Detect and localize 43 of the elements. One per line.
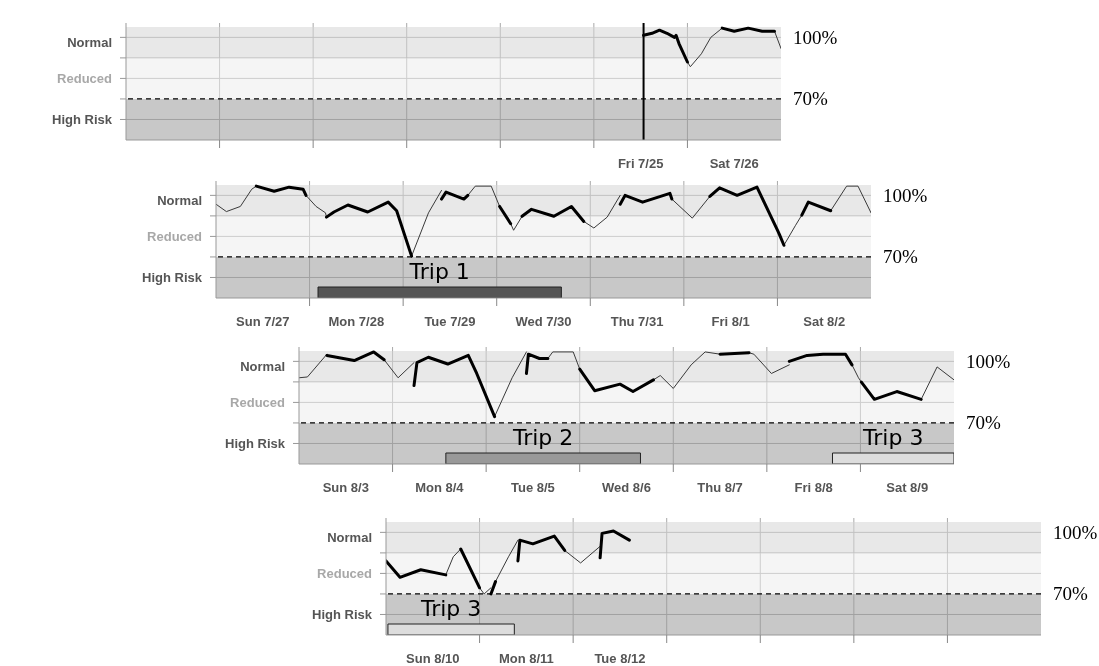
band-label: Normal	[157, 193, 202, 209]
x-tick-label: Sat 7/26	[709, 156, 759, 171]
y-tick-label: 100%	[1053, 521, 1098, 543]
x-tick-label: Mon 7/28	[328, 314, 385, 329]
y-tick-label: 70%	[1053, 583, 1088, 605]
band-label: High Risk	[312, 607, 373, 623]
y-tick-label: 100%	[793, 26, 838, 48]
band-label: Trip 3	[862, 425, 924, 450]
y-tick-label: 100%	[966, 350, 1011, 372]
x-tick-label: Fri 8/8	[794, 480, 833, 495]
band-label: Trip 2	[512, 425, 574, 450]
band-label: High Risk	[52, 112, 113, 128]
band-label: Reduced	[230, 395, 286, 411]
band-label: High Risk	[225, 436, 286, 452]
x-tick-label: Tue 7/29	[424, 314, 476, 329]
band-label: High Risk	[142, 270, 203, 286]
x-tick-label: Sun 7/27	[236, 314, 290, 329]
x-tick-label: Thu 8/7	[697, 480, 743, 495]
x-tick-label: Fri 8/1	[711, 314, 750, 329]
band-label: Normal	[240, 359, 285, 375]
x-tick-label: Tue 8/5	[511, 480, 555, 495]
y-tick-label: 70%	[966, 412, 1001, 434]
y-tick-label: 70%	[883, 246, 918, 268]
band-label: Normal	[67, 35, 112, 51]
x-tick-label: Mon 8/11	[498, 651, 554, 666]
x-tick-label: Sun 8/3	[322, 480, 369, 495]
band-label: Trip 1	[408, 259, 470, 284]
band-label: Trip 3	[419, 596, 482, 621]
x-tick-label: Sat 8/2	[803, 314, 846, 329]
band-label: Normal	[327, 530, 372, 546]
x-tick-label: Thu 7/31	[610, 314, 664, 329]
y-tick-label: 100%	[883, 184, 928, 206]
x-tick-label: Fri 7/25	[617, 156, 664, 171]
band-label: Reduced	[317, 566, 373, 582]
y-tick-label: 70%	[793, 88, 828, 110]
x-tick-label: Sun 8/10	[406, 651, 460, 666]
x-tick-label: Wed 7/30	[515, 314, 572, 329]
x-tick-label: Tue 8/12	[594, 651, 646, 666]
x-tick-label: Mon 8/4	[415, 480, 465, 495]
x-tick-label: Wed 8/6	[602, 480, 651, 495]
band-label: Reduced	[57, 71, 113, 87]
band-label: Reduced	[147, 229, 203, 245]
x-tick-label: Sat 8/9	[886, 480, 929, 495]
